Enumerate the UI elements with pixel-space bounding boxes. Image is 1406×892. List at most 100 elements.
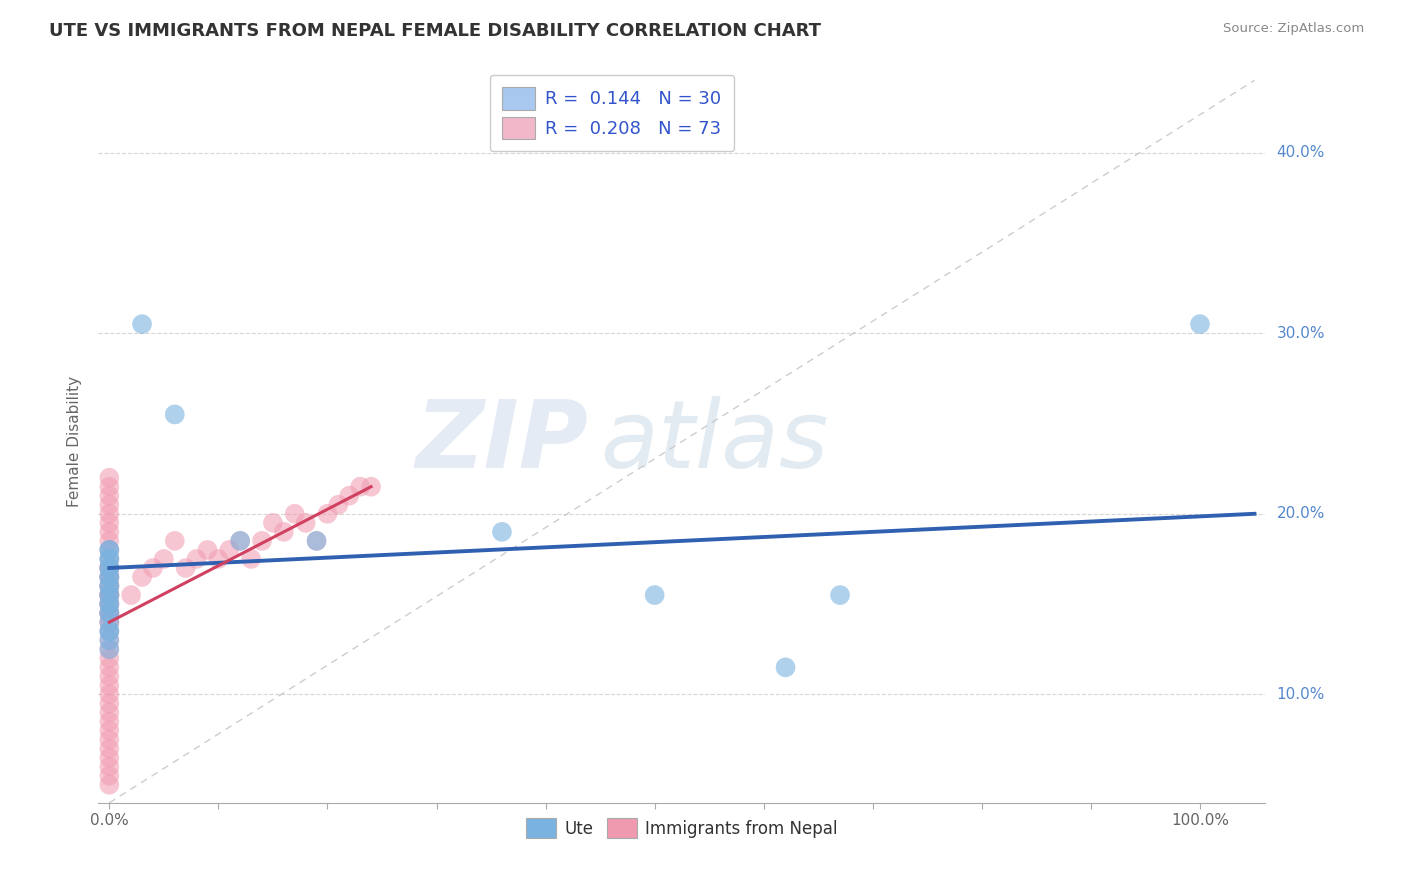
Point [98, 561, 121, 575]
Point [98, 597, 121, 611]
Point [316, 507, 339, 521]
Text: atlas: atlas [600, 396, 828, 487]
Point [98, 570, 121, 584]
Point [98, 750, 121, 764]
Point [197, 542, 219, 557]
Point [98, 579, 121, 593]
Point [98, 769, 121, 783]
Point [98, 687, 121, 701]
Point [98, 542, 121, 557]
Point [98, 624, 121, 639]
Text: 40.0%: 40.0% [1277, 145, 1324, 160]
Text: 30.0%: 30.0% [1277, 326, 1324, 341]
Point [98, 678, 121, 692]
Point [284, 507, 307, 521]
Point [305, 533, 328, 548]
Point [98, 579, 121, 593]
Point [229, 533, 252, 548]
Point [98, 624, 121, 639]
Point [98, 570, 121, 584]
Point [98, 552, 121, 566]
Point [186, 552, 208, 566]
Point [98, 588, 121, 602]
Point [98, 570, 121, 584]
Point [98, 706, 121, 720]
Point [98, 606, 121, 620]
Point [98, 732, 121, 747]
Point [1188, 317, 1211, 331]
Point [98, 669, 121, 683]
Point [349, 480, 371, 494]
Point [98, 723, 121, 738]
Point [98, 561, 121, 575]
Point [98, 741, 121, 756]
Point [98, 588, 121, 602]
Point [207, 552, 229, 566]
Point [174, 561, 197, 575]
Point [131, 317, 153, 331]
Point [98, 597, 121, 611]
Point [98, 524, 121, 539]
Y-axis label: Female Disability: Female Disability [67, 376, 83, 508]
Point [98, 579, 121, 593]
Point [98, 570, 121, 584]
Text: 20.0%: 20.0% [1277, 507, 1324, 521]
Point [98, 642, 121, 657]
Point [337, 489, 360, 503]
Point [98, 697, 121, 711]
Text: ZIP: ZIP [416, 395, 589, 488]
Point [98, 489, 121, 503]
Point [98, 597, 121, 611]
Point [98, 651, 121, 665]
Point [98, 760, 121, 774]
Point [98, 516, 121, 530]
Point [98, 561, 121, 575]
Point [98, 606, 121, 620]
Point [644, 588, 666, 602]
Point [98, 588, 121, 602]
Text: Source: ZipAtlas.com: Source: ZipAtlas.com [1223, 22, 1364, 36]
Point [98, 588, 121, 602]
Point [305, 533, 328, 548]
Point [98, 542, 121, 557]
Point [98, 533, 121, 548]
Point [294, 516, 316, 530]
Point [775, 660, 797, 674]
Point [98, 606, 121, 620]
Point [98, 552, 121, 566]
Point [98, 597, 121, 611]
Point [98, 588, 121, 602]
Point [98, 597, 121, 611]
Point [98, 588, 121, 602]
Point [98, 480, 121, 494]
Point [98, 615, 121, 630]
Point [163, 408, 186, 422]
Point [98, 579, 121, 593]
Point [163, 533, 186, 548]
Point [98, 606, 121, 620]
Point [273, 524, 295, 539]
Point [98, 615, 121, 630]
Point [98, 561, 121, 575]
Point [98, 606, 121, 620]
Point [98, 552, 121, 566]
Point [262, 516, 284, 530]
Point [98, 642, 121, 657]
Point [98, 570, 121, 584]
Text: 10.0%: 10.0% [1277, 687, 1324, 702]
Point [98, 498, 121, 512]
Legend: Ute, Immigrants from Nepal: Ute, Immigrants from Nepal [519, 812, 845, 845]
Point [153, 552, 176, 566]
Point [98, 624, 121, 639]
Point [98, 588, 121, 602]
Point [131, 570, 153, 584]
Point [98, 579, 121, 593]
Point [98, 714, 121, 729]
Point [98, 471, 121, 485]
Point [828, 588, 851, 602]
Point [218, 542, 240, 557]
Point [229, 533, 252, 548]
Point [98, 633, 121, 648]
Point [240, 552, 263, 566]
Point [328, 498, 350, 512]
